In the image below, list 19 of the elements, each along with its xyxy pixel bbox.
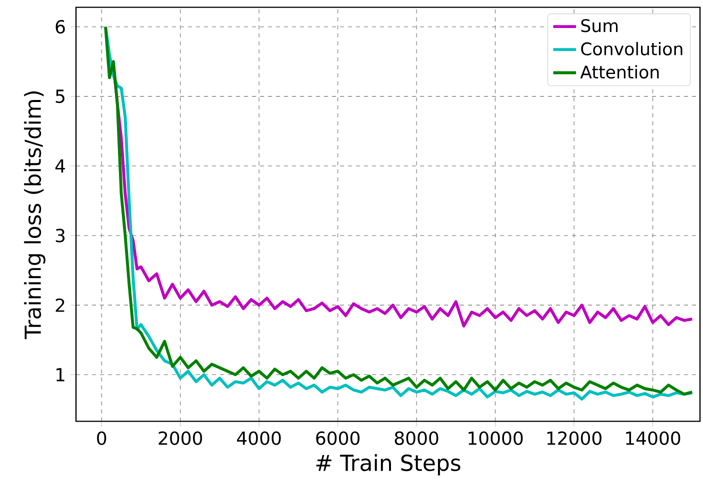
y-tick-label: 2: [56, 298, 64, 312]
y-tick-label: 4: [55, 159, 65, 173]
x-tick-label: 6000: [316, 431, 360, 445]
x-tick-label: 8000: [394, 431, 438, 445]
x-tick-label: 14000: [626, 431, 680, 445]
y-axis-title: Training loss (bits/dim): [24, 91, 46, 340]
x-tick-label: 10000: [468, 431, 523, 445]
x-tick-label: 4000: [237, 431, 281, 445]
legend-label: Attention: [580, 65, 659, 79]
x-axis-title: # Train Steps: [316, 454, 460, 476]
y-tick-label: 5: [56, 90, 64, 104]
legend-label: Convolution: [581, 42, 682, 56]
x-tick-label: 0: [97, 431, 106, 445]
x-tick-label: 12000: [547, 431, 602, 445]
y-tick-label: 1: [56, 368, 64, 382]
legend-label: Sum: [581, 19, 618, 32]
y-tick-label: 3: [56, 228, 65, 242]
x-tick-label: 2000: [158, 431, 202, 445]
y-tick-label: 6: [56, 20, 65, 34]
